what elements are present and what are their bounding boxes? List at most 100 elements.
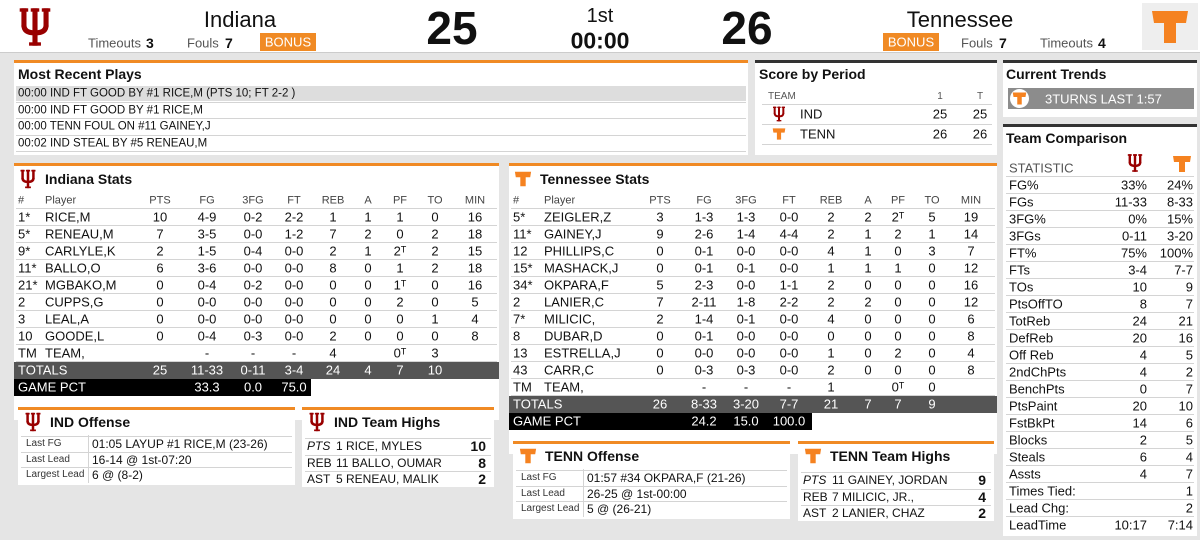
stat-cell: 2 [156, 243, 164, 259]
offense-value: 6 @ (8-2) [92, 468, 143, 482]
stat-name: 3FG% [1009, 211, 1046, 227]
stat-cell: 0-0 [736, 345, 756, 361]
row-separator [21, 451, 292, 453]
timeouts-label: Timeouts [1040, 35, 1093, 51]
player-name: TEAM, [45, 345, 85, 361]
panel-title: Team Comparison [1006, 130, 1128, 146]
totals-cell: 10 [427, 362, 443, 378]
stat-cell: 19 [963, 209, 979, 225]
stat-cell: 0-0 [243, 294, 263, 310]
column-header: TO [924, 194, 940, 207]
stat-cell: 1ᵀ [393, 277, 407, 293]
team-logo [308, 412, 326, 432]
row-separator [1006, 176, 1194, 177]
stat-cell: - [250, 345, 256, 361]
row-separator [511, 225, 995, 226]
stat-value: 20 [1132, 398, 1147, 414]
stat-cell: 0 [864, 345, 872, 361]
player-name: GAINEY,J [544, 226, 602, 242]
row-separator [511, 361, 995, 362]
stat-value: 3-20 [1166, 228, 1193, 244]
stat-cell: 0-0 [779, 209, 799, 225]
stat-value: 7 [1185, 381, 1193, 397]
totals-cell: 26 [652, 396, 668, 412]
panel-title: Indiana Stats [45, 171, 133, 187]
high-value: 4 [978, 488, 986, 505]
stat-name: TotReb [1009, 313, 1051, 329]
stat-cell: 0-0 [736, 328, 756, 344]
bonus-badge [883, 33, 939, 51]
panel-title: TENN Team Highs [830, 448, 951, 464]
offense-label: Last Lead [521, 487, 565, 499]
stat-value: 20 [1132, 330, 1147, 346]
stat-cell: 0-0 [779, 328, 799, 344]
stat-cell: 11* [513, 226, 532, 242]
stat-cell: 4-9 [197, 209, 217, 225]
stat-value: 3-4 [1128, 262, 1147, 278]
stat-cell: 0 [928, 362, 936, 378]
team-logo [1012, 91, 1027, 106]
player-name: MILICIC, [544, 311, 596, 327]
player-name: CARLYLE,K [45, 243, 116, 259]
timeouts-value: 3 [146, 35, 154, 51]
period-score: 26 [972, 126, 988, 142]
player-name: TEAM, [544, 379, 584, 395]
stat-cell: 1 [894, 260, 902, 276]
column-header: Player [544, 194, 576, 207]
column-header: # [513, 194, 520, 207]
header-bar [0, 0, 1200, 53]
stat-cell: 8 [329, 260, 337, 276]
stat-cell: 12 [963, 294, 979, 310]
stat-value: 4 [1139, 466, 1147, 482]
high-player: 5 RENEAU, MALIK [336, 472, 439, 486]
stat-cell: 6 [156, 260, 164, 276]
column-header: REB [321, 194, 345, 207]
team-logo [1172, 154, 1192, 174]
stat-value: 8-33 [1166, 194, 1193, 210]
offense-value: 5 @ (26-21) [587, 502, 652, 516]
stat-cell: 0-4 [243, 243, 263, 259]
stat-value: 9 [1185, 279, 1193, 295]
stat-cell: 11* [18, 260, 37, 276]
panel-title: TENN Offense [545, 448, 640, 464]
stat-cell: - [701, 379, 707, 395]
row-separator [16, 344, 497, 345]
team-abbr: TENN [800, 126, 836, 142]
row-separator [21, 467, 292, 468]
fouls-value: 7 [225, 35, 233, 51]
row-separator [762, 104, 992, 105]
row-separator [511, 395, 995, 396]
stat-cell: 2 [827, 277, 835, 293]
high-value: 8 [478, 454, 486, 471]
totals-bar [509, 396, 997, 413]
stat-cell: 0 [928, 277, 936, 293]
stat-name: FG% [1009, 177, 1039, 193]
row-separator [1006, 465, 1194, 466]
stat-value: 0% [1128, 211, 1147, 227]
play-highlight [16, 86, 746, 101]
column-header: A [364, 194, 372, 207]
stat-cell: 0 [656, 328, 664, 344]
stat-cell: 0 [156, 277, 164, 293]
stat-cell: 0 [431, 328, 439, 344]
stat-cell: 0 [864, 277, 872, 293]
column-header: PTS [149, 194, 171, 207]
row-separator [16, 118, 746, 119]
row-separator [1006, 482, 1194, 483]
stat-name: PtsOffTO [1009, 296, 1063, 312]
stat-cell: 0-0 [284, 243, 304, 259]
stat-cell: 2-11 [691, 294, 717, 310]
totals-cell: 0-11 [240, 362, 266, 378]
column-header: # [18, 194, 25, 207]
stat-cell: 0 [928, 345, 936, 361]
column-header: TEAM [768, 91, 796, 102]
stat-cell: 1 [396, 209, 404, 225]
stat-name: TOs [1009, 279, 1034, 295]
stat-value: 7 [1185, 466, 1193, 482]
column-header: REB [819, 194, 843, 207]
bonus-label: BONUS [887, 34, 935, 50]
stat-cell: 4 [471, 311, 479, 327]
high-stat: AST [803, 506, 827, 520]
row-separator [16, 310, 497, 311]
